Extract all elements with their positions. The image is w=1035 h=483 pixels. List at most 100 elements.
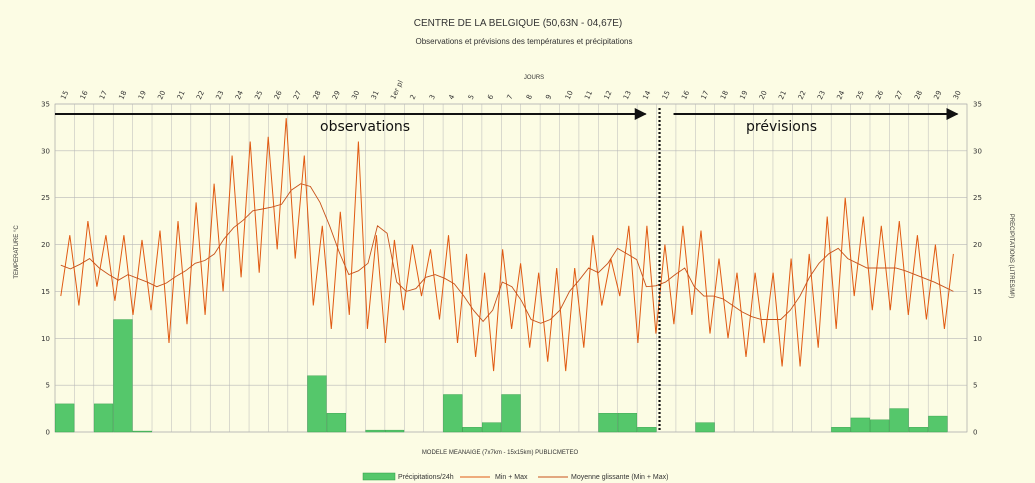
y-axis-left-label: TEMPERATURE °C xyxy=(14,225,20,279)
x-axis-label: MODELE MEANAIGE (7x7km - 15x15km) PUBLIC… xyxy=(422,450,579,456)
day-label: 15 xyxy=(59,89,70,100)
observations-label: observations xyxy=(320,119,410,135)
day-label: 16 xyxy=(79,89,90,101)
chart-subtitle: Observations et prévisions des températu… xyxy=(416,37,633,46)
day-label: 21 xyxy=(176,89,187,100)
day-label: 19 xyxy=(137,89,148,100)
day-label: 25 xyxy=(855,89,866,100)
y-tick-right: 35 xyxy=(973,101,982,109)
precip-bar xyxy=(55,403,75,433)
precip-bar xyxy=(908,427,929,433)
day-label: 23 xyxy=(816,89,827,100)
y-tick-right: 15 xyxy=(973,288,982,296)
day-label: 26 xyxy=(874,89,885,101)
y-tick-right: 30 xyxy=(973,147,982,155)
y-tick-left: 20 xyxy=(41,241,50,249)
precip-bar xyxy=(462,427,482,433)
precip-bar xyxy=(695,422,715,433)
day-label: 24 xyxy=(234,89,245,101)
y-tick-right: 20 xyxy=(973,241,982,249)
day-label: 11 xyxy=(583,89,594,100)
plot-area xyxy=(54,103,968,433)
legend-moving-label: Moyenne glissante (Min + Max) xyxy=(571,474,668,481)
day-label: 27 xyxy=(292,89,303,100)
precip-bar xyxy=(637,427,657,433)
y-tick-left: 15 xyxy=(41,288,50,296)
precip-bar xyxy=(501,394,521,433)
precip-bar xyxy=(889,408,909,433)
y-tick-left: 30 xyxy=(41,147,50,155)
day-label: 20 xyxy=(758,89,769,100)
day-label: 1er pl xyxy=(389,79,405,101)
day-label: 21 xyxy=(777,89,788,100)
day-label: 14 xyxy=(641,89,652,101)
y-tick-left: 0 xyxy=(46,429,50,437)
precip-bar xyxy=(870,419,890,433)
day-label: 2 xyxy=(409,93,418,100)
precip-bar xyxy=(307,375,327,433)
chart-title: CENTRE DE LA BELGIQUE (50,63N - 04,67E) xyxy=(414,18,622,29)
day-label: 25 xyxy=(253,89,264,100)
day-label: 7 xyxy=(506,93,515,100)
moving-average-line xyxy=(60,183,954,324)
day-label: 20 xyxy=(156,89,167,100)
precip-bar xyxy=(384,429,405,433)
day-label: 13 xyxy=(622,89,633,100)
precip-bar xyxy=(831,427,851,433)
legend: Précipitations/24h Min + Max Moyenne gli… xyxy=(362,472,668,481)
day-label: 24 xyxy=(835,89,846,101)
precip-bar xyxy=(93,403,114,433)
day-label: 30 xyxy=(952,89,963,100)
precip-bar xyxy=(617,413,638,433)
day-label: 22 xyxy=(195,89,206,100)
precip-bar xyxy=(850,417,870,433)
day-label: 12 xyxy=(603,89,614,100)
precip-bar xyxy=(481,422,502,433)
day-label: 10 xyxy=(564,89,575,100)
y-tick-left: 35 xyxy=(41,101,50,109)
precip-bar xyxy=(443,394,463,433)
day-label: 19 xyxy=(738,89,749,100)
day-label: 23 xyxy=(214,89,225,100)
day-label: 30 xyxy=(350,89,361,100)
forecast-label: prévisions xyxy=(746,119,817,135)
day-label: 15 xyxy=(661,89,672,100)
day-label: 29 xyxy=(331,89,342,100)
legend-precip-label: Précipitations/24h xyxy=(398,474,454,481)
day-label: 26 xyxy=(273,89,284,101)
y-tick-right: 25 xyxy=(973,194,982,202)
day-label: 22 xyxy=(797,89,808,100)
day-label: 4 xyxy=(447,93,456,101)
day-label: 8 xyxy=(525,93,534,100)
day-label: 29 xyxy=(932,89,943,100)
y-tick-right: 0 xyxy=(973,429,977,437)
precip-bar xyxy=(326,413,346,433)
day-label: 6 xyxy=(486,93,495,101)
day-label: 18 xyxy=(117,89,128,100)
y-tick-left: 10 xyxy=(41,335,50,343)
y-tick-right: 10 xyxy=(973,335,982,343)
precip-bar xyxy=(365,429,385,433)
day-label: 17 xyxy=(98,89,109,100)
minmax-line xyxy=(60,118,954,372)
y-tick-left: 5 xyxy=(46,382,50,390)
precip-bar xyxy=(598,413,618,433)
top-axis-label: JOURS xyxy=(524,75,544,81)
day-label: 16 xyxy=(680,89,691,101)
precip-bar xyxy=(928,415,948,433)
day-label: 3 xyxy=(428,93,437,100)
day-label: 9 xyxy=(544,93,553,100)
precip-bar xyxy=(132,430,152,433)
day-label: 28 xyxy=(312,89,323,100)
day-label: 17 xyxy=(700,89,711,100)
y-axis-right-label: PRECIPITATIONS (LITRES/M²) xyxy=(1008,214,1014,298)
precip-bar xyxy=(113,319,133,433)
legend-minmax-label: Min + Max xyxy=(495,474,528,481)
legend-precip-swatch xyxy=(362,472,396,481)
y-tick-left: 25 xyxy=(41,194,50,202)
day-label: 18 xyxy=(719,89,730,100)
day-label: 5 xyxy=(467,93,476,100)
day-label: 28 xyxy=(913,89,924,100)
